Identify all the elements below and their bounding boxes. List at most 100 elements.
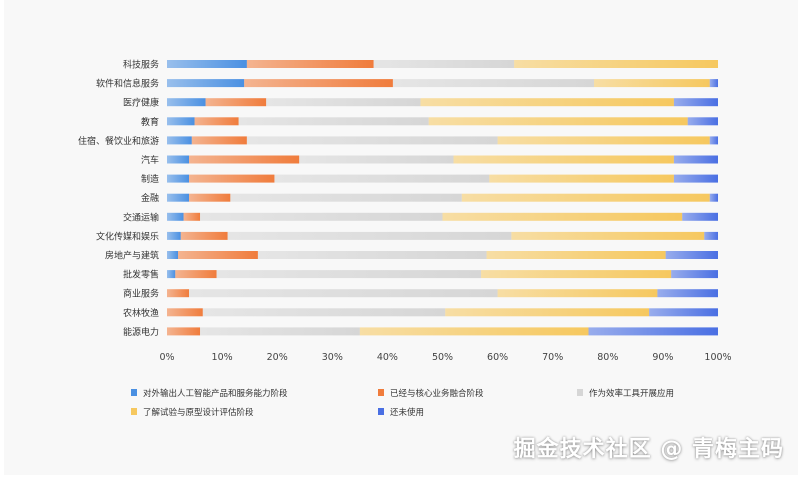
bar-segment-series-4	[486, 251, 666, 259]
x-tick-label: 0%	[159, 352, 174, 363]
bar-segment-series-3	[266, 98, 421, 107]
bar-segment-series-5	[709, 79, 719, 88]
bar-segment-series-4	[445, 308, 650, 317]
bar-segment-series-5	[687, 117, 718, 126]
bar-segment-series-1	[167, 270, 176, 279]
bar-segment-series-5	[673, 98, 718, 107]
bar-segment-series-1	[167, 79, 245, 88]
bar-segment-series-4	[594, 79, 710, 88]
bar-segment-series-4	[461, 193, 710, 202]
bar-segment-series-2	[180, 231, 228, 240]
legend-label: 了解试验与原型设计评估阶段	[143, 407, 254, 418]
bar-segment-series-5	[673, 155, 718, 164]
bar-segment-series-4	[497, 136, 710, 145]
bar-segment-series-2	[167, 308, 203, 317]
bar-segment-series-1	[167, 117, 195, 126]
bar-segment-series-5	[665, 251, 718, 259]
category-label: 医疗健康	[123, 97, 159, 109]
bar-segment-series-4	[511, 231, 705, 240]
bar-segment-series-1	[167, 136, 192, 145]
bar-segment-series-5	[657, 289, 718, 298]
bar-segment-series-2	[244, 79, 393, 88]
bar-segment-series-5	[649, 308, 719, 317]
bar-segment-series-4	[497, 289, 658, 298]
x-tick-label: 70%	[542, 352, 563, 363]
category-label: 农林牧渔	[123, 307, 159, 319]
bar-segment-series-3	[246, 136, 498, 145]
bar-segment-series-3	[299, 155, 454, 164]
bar-segment-series-4	[481, 270, 672, 279]
legend-label: 还未使用	[390, 407, 424, 418]
bar-segment-series-5	[588, 327, 718, 336]
legend-swatch	[131, 389, 137, 396]
category-label: 房地产与建筑	[105, 250, 159, 262]
x-tick-label: 50%	[432, 352, 453, 363]
x-tick-label: 40%	[377, 352, 398, 363]
x-tick-label: 10%	[212, 352, 233, 363]
category-label: 商业服务	[123, 288, 159, 300]
x-tick-label: 20%	[267, 352, 288, 363]
bar-segment-series-1	[167, 98, 206, 107]
bar-segment-series-5	[709, 136, 719, 145]
legend-label: 作为效率工具开展应用	[589, 388, 674, 399]
category-label: 教育	[141, 116, 159, 128]
bar-segment-series-2	[189, 174, 275, 183]
bar-segment-series-2	[183, 212, 201, 221]
legend-swatch	[378, 408, 384, 415]
bar-segment-series-1	[167, 60, 247, 68]
bars-group	[167, 60, 719, 336]
legend-swatch	[131, 408, 137, 415]
legend-swatch	[378, 389, 384, 396]
bar-segment-series-2	[205, 98, 267, 107]
bar-segment-series-2	[167, 327, 201, 336]
category-label: 制造	[141, 173, 159, 185]
bar-segment-series-3	[227, 231, 512, 240]
y-axis-labels: 科技服务软件和信息服务医疗健康教育住宿、餐饮业和旅游汽车制造金融交通运输文化传媒…	[78, 59, 159, 338]
watermark-text: 掘金技术社区 @ 青梅主码	[513, 437, 784, 462]
bar-segment-series-3	[216, 270, 482, 279]
bar-segment-series-4	[489, 174, 674, 183]
bar-segment-series-3	[238, 117, 429, 126]
category-label: 批发零售	[123, 269, 159, 281]
bar-segment-series-3	[200, 212, 443, 221]
bar-segment-series-5	[704, 231, 719, 240]
bar-segment-series-2	[189, 155, 300, 164]
bar-segment-series-4	[420, 98, 674, 107]
category-label: 能源电力	[123, 326, 159, 338]
bar-segment-series-2	[175, 270, 217, 279]
category-label: 文化传媒和娱乐	[96, 230, 159, 242]
bar-segment-series-1	[167, 251, 179, 259]
bar-segment-series-3	[257, 251, 487, 259]
bar-segment-series-3	[392, 79, 595, 88]
bar-segment-series-1	[167, 212, 184, 221]
bar-segment-series-4	[428, 117, 688, 126]
legend-label: 对外输出人工智能产品和服务能力阶段	[143, 388, 288, 399]
bar-segment-series-5	[673, 174, 718, 183]
legend-label: 已经与核心业务融合阶段	[390, 388, 484, 399]
bar-segment-series-2	[178, 251, 258, 259]
category-label: 住宿、餐饮业和旅游	[78, 135, 159, 147]
x-tick-label: 90%	[652, 352, 673, 363]
bar-segment-series-5	[682, 212, 718, 221]
bar-segment-series-3	[200, 327, 360, 336]
bar-segment-series-3	[373, 60, 515, 68]
bar-segment-series-1	[167, 193, 190, 202]
bar-segment-series-5	[671, 270, 718, 279]
bar-segment-series-3	[230, 193, 462, 202]
bar-segment-series-3	[274, 174, 490, 183]
category-label: 交通运输	[123, 211, 159, 223]
bar-segment-series-1	[167, 155, 190, 164]
bar-segment-series-3	[202, 308, 446, 317]
bar-segment-series-2	[189, 193, 231, 202]
bar-segment-series-4	[359, 327, 589, 336]
legend: 对外输出人工智能产品和服务能力阶段 已经与核心业务融合阶段 作为效率工具开展应用了解…	[131, 388, 674, 418]
x-axis-tick-labels: 0% 10% 20% 30% 40% 50% 60% 70% 80% 90% 100%	[159, 352, 731, 363]
bar-segment-series-2	[194, 117, 239, 126]
x-tick-label: 30%	[322, 352, 343, 363]
bar-segment-series-5	[709, 193, 719, 202]
category-label: 科技服务	[123, 59, 159, 71]
bar-segment-series-2	[246, 60, 374, 68]
bar-segment-series-1	[167, 231, 181, 240]
bar-segment-series-4	[453, 155, 674, 164]
